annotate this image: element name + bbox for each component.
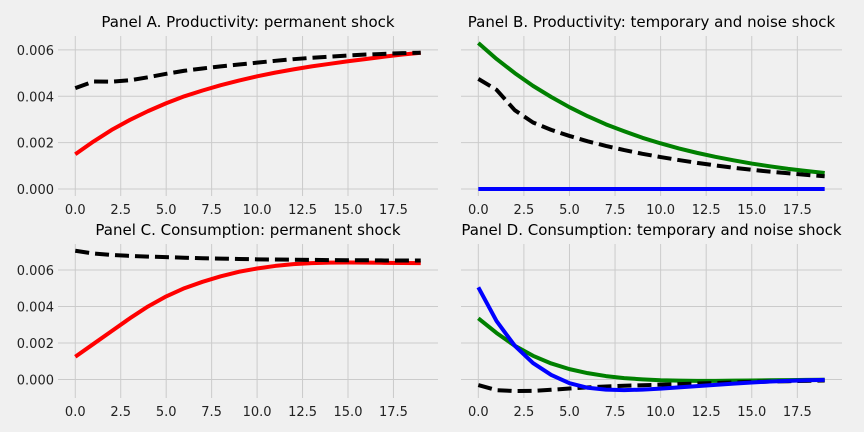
x-tick-label: 12.5 bbox=[692, 203, 721, 218]
x-tick-label: 15.0 bbox=[334, 405, 363, 420]
x-tick-label: 0.0 bbox=[65, 405, 86, 420]
panel-title: Panel B. Productivity: temporary and noi… bbox=[468, 13, 836, 31]
series-line-2 bbox=[476, 286, 825, 393]
series-line-1 bbox=[74, 50, 421, 91]
x-tick-label: 17.5 bbox=[783, 203, 812, 218]
x-tick-label: 10.0 bbox=[243, 203, 272, 218]
y-tick-label: 0.000 bbox=[17, 374, 54, 389]
panel-1: 0.0 2.5 5.0 7.5 10.0 12.5 15.0 17.5 Panel B. Pro… bbox=[461, 13, 842, 218]
x-tick-label: 10.0 bbox=[646, 203, 675, 218]
panel-0: 0.0 2.5 5.0 7.5 10.0 12.5 15.0 17.5 0.000 0.002 0.… bbox=[17, 13, 438, 218]
x-tick-label: 10.0 bbox=[243, 405, 272, 420]
x-tick-label: 12.5 bbox=[288, 405, 317, 420]
y-tick-label: 0.004 bbox=[17, 90, 54, 105]
x-tick-label: 12.5 bbox=[692, 405, 721, 420]
x-tick-label: 2.5 bbox=[110, 405, 131, 420]
x-tick-label: 17.5 bbox=[379, 203, 408, 218]
x-tick-label: 5.0 bbox=[156, 203, 177, 218]
x-tick-label: 17.5 bbox=[783, 405, 812, 420]
x-tick-label: 7.5 bbox=[605, 203, 626, 218]
panel-3: 0.0 2.5 5.0 7.5 10.0 12.5 15.0 17.5 Panel D. Con… bbox=[461, 221, 842, 420]
x-tick-label: 15.0 bbox=[737, 405, 766, 420]
x-tick-label: 17.5 bbox=[379, 405, 408, 420]
x-tick-label: 0.0 bbox=[65, 203, 86, 218]
series-line-1 bbox=[477, 77, 825, 179]
x-tick-label: 0.0 bbox=[468, 405, 489, 420]
x-tick-label: 2.5 bbox=[514, 405, 535, 420]
x-tick-label: 2.5 bbox=[110, 203, 131, 218]
y-tick-label: 0.002 bbox=[17, 337, 54, 352]
x-tick-label: 15.0 bbox=[334, 203, 363, 218]
x-tick-label: 7.5 bbox=[605, 405, 626, 420]
x-tick-label: 7.5 bbox=[201, 203, 222, 218]
series-line-0 bbox=[74, 260, 421, 359]
x-tick-label: 7.5 bbox=[201, 405, 222, 420]
panel-title: Panel D. Consumption: temporary and nois… bbox=[461, 221, 841, 239]
panel-2: 0.0 2.5 5.0 7.5 10.0 12.5 15.0 17.5 0.000 0.002 0.… bbox=[17, 221, 438, 420]
series-line-0 bbox=[477, 316, 825, 383]
x-tick-label: 5.0 bbox=[559, 203, 580, 218]
series-line-0 bbox=[477, 41, 825, 176]
x-tick-label: 0.0 bbox=[468, 203, 489, 218]
x-tick-label: 5.0 bbox=[156, 405, 177, 420]
y-tick-label: 0.000 bbox=[17, 183, 54, 198]
x-tick-label: 10.0 bbox=[646, 405, 675, 420]
series-line-1 bbox=[74, 248, 421, 263]
y-tick-label: 0.004 bbox=[17, 300, 54, 315]
panel-title: Panel C. Consumption: permanent shock bbox=[95, 221, 401, 239]
panel-title: Panel A. Productivity: permanent shock bbox=[101, 13, 395, 31]
x-tick-label: 15.0 bbox=[737, 203, 766, 218]
x-tick-label: 2.5 bbox=[514, 203, 535, 218]
series-line-0 bbox=[74, 50, 421, 156]
y-tick-label: 0.002 bbox=[17, 137, 54, 152]
y-tick-label: 0.006 bbox=[17, 264, 54, 279]
x-tick-label: 12.5 bbox=[288, 203, 317, 218]
x-tick-label: 5.0 bbox=[559, 405, 580, 420]
y-tick-label: 0.006 bbox=[17, 44, 54, 59]
